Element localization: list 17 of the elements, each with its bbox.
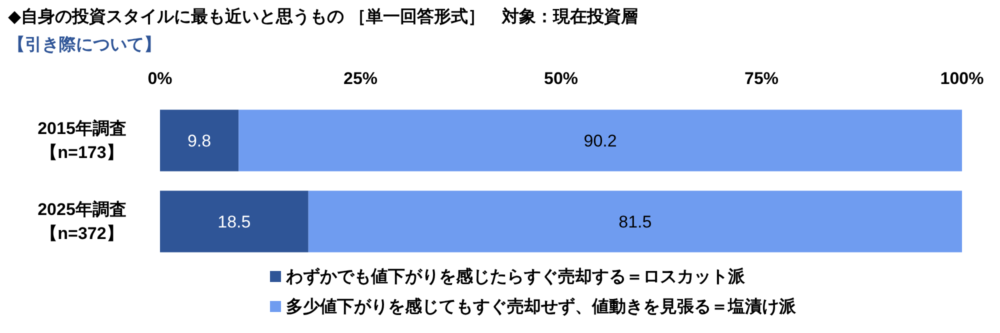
bar: [308, 190, 962, 252]
y-tick-label: 2025年調査【n=372】: [36, 198, 128, 244]
data-label: 90.2: [584, 132, 617, 150]
subtitle: 【引き際について】: [8, 35, 161, 54]
title: ◆自身の投資スタイルに最も近いと思うもの ［単一回答形式］ 対象：現在投資層: [8, 7, 638, 26]
x-tick-label: 50%: [544, 69, 578, 88]
bar: [160, 110, 239, 172]
data-label: 18.5: [218, 212, 251, 232]
x-tick-label: 25%: [343, 69, 378, 88]
x-tick-label: 100%: [940, 69, 984, 88]
bar: [238, 110, 962, 172]
y-tick-label: 2015年調査【n=173】: [36, 118, 128, 164]
data-label: 81.5: [618, 212, 652, 232]
x-tick-label: 75%: [744, 69, 779, 88]
bar: [160, 190, 308, 252]
data-label: 9.8: [187, 132, 212, 150]
x-tick-label: 0%: [148, 69, 172, 88]
